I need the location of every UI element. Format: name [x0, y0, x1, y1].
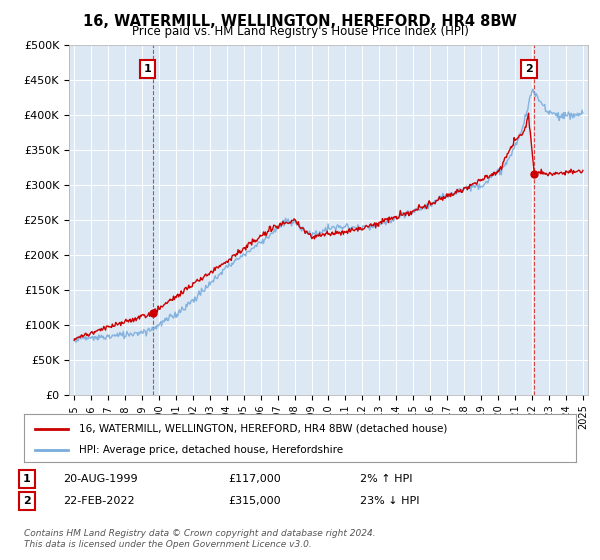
Text: 20-AUG-1999: 20-AUG-1999	[63, 474, 137, 484]
Text: HPI: Average price, detached house, Herefordshire: HPI: Average price, detached house, Here…	[79, 445, 343, 455]
Text: 1: 1	[143, 64, 151, 74]
Text: 2: 2	[23, 496, 31, 506]
Text: 2% ↑ HPI: 2% ↑ HPI	[360, 474, 413, 484]
Text: 2: 2	[525, 64, 533, 74]
Text: £315,000: £315,000	[228, 496, 281, 506]
Text: 1: 1	[23, 474, 31, 484]
Text: 16, WATERMILL, WELLINGTON, HEREFORD, HR4 8BW (detached house): 16, WATERMILL, WELLINGTON, HEREFORD, HR4…	[79, 424, 448, 433]
Text: £117,000: £117,000	[228, 474, 281, 484]
Text: Price paid vs. HM Land Registry's House Price Index (HPI): Price paid vs. HM Land Registry's House …	[131, 25, 469, 38]
Text: Contains HM Land Registry data © Crown copyright and database right 2024.
This d: Contains HM Land Registry data © Crown c…	[24, 529, 376, 549]
Text: 16, WATERMILL, WELLINGTON, HEREFORD, HR4 8BW: 16, WATERMILL, WELLINGTON, HEREFORD, HR4…	[83, 14, 517, 29]
Text: 23% ↓ HPI: 23% ↓ HPI	[360, 496, 419, 506]
Text: 22-FEB-2022: 22-FEB-2022	[63, 496, 134, 506]
